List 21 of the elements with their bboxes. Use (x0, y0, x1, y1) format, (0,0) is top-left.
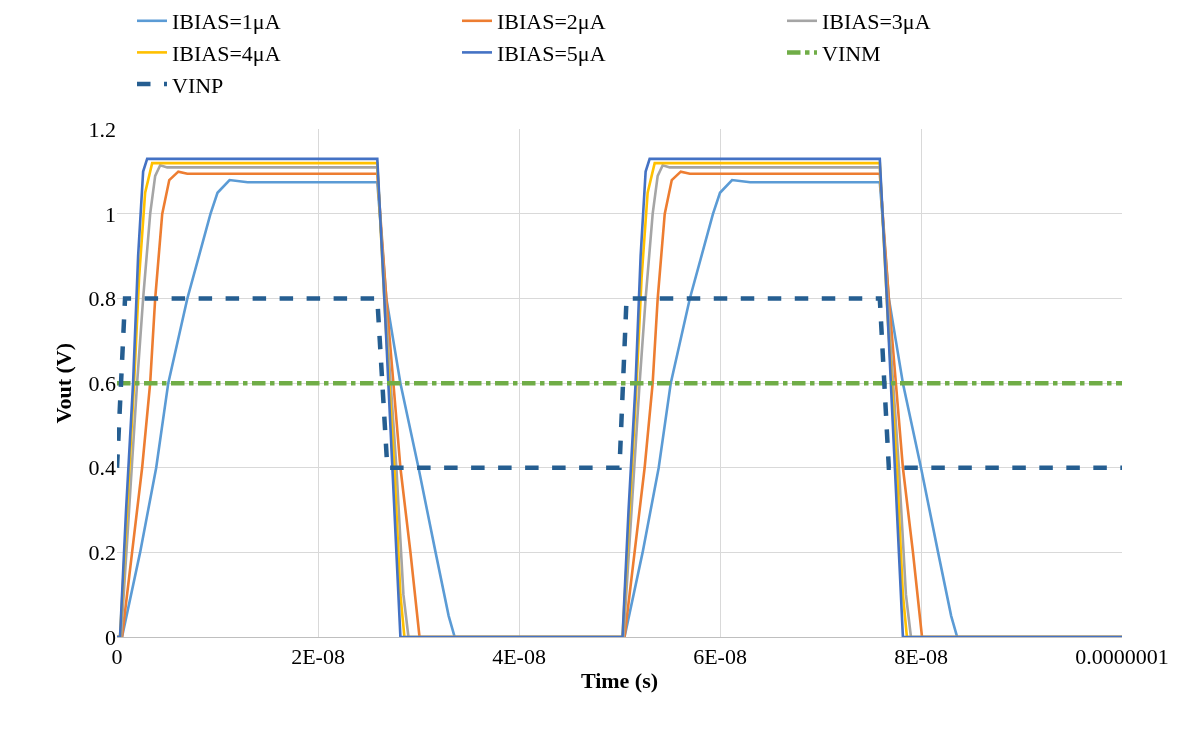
y-tick-label: 0.2 (88, 540, 116, 566)
y-tick-label: 0.6 (88, 370, 116, 396)
x-tick-label: 2E-08 (291, 644, 345, 670)
x-axis-title: Time (s) (580, 668, 659, 694)
legend-label: IBIAS=4μA (172, 40, 281, 66)
legend-label: VINM (822, 40, 881, 66)
y-tick-label: 1.2 (88, 117, 116, 142)
y-tick-label: 1 (105, 201, 116, 227)
legend-label: IBIAS=1μA (172, 9, 281, 35)
legend-label: IBIAS=2μA (497, 9, 606, 35)
legend-label: IBIAS=5μA (497, 40, 606, 66)
x-tick-label: 4E-08 (492, 644, 546, 670)
y-axis-title: Vout (V) (51, 342, 77, 424)
y-tick-label: 0 (105, 624, 116, 650)
x-tick-label: 0.0000001 (1075, 644, 1169, 670)
x-tick-label: 8E-08 (894, 644, 948, 670)
y-tick-label: 0.8 (88, 286, 116, 312)
legend-label: IBIAS=3μA (822, 9, 931, 35)
legend-label: VINP (172, 72, 224, 98)
y-tick-label: 0.4 (88, 455, 116, 481)
x-tick-label: 6E-08 (693, 644, 747, 670)
